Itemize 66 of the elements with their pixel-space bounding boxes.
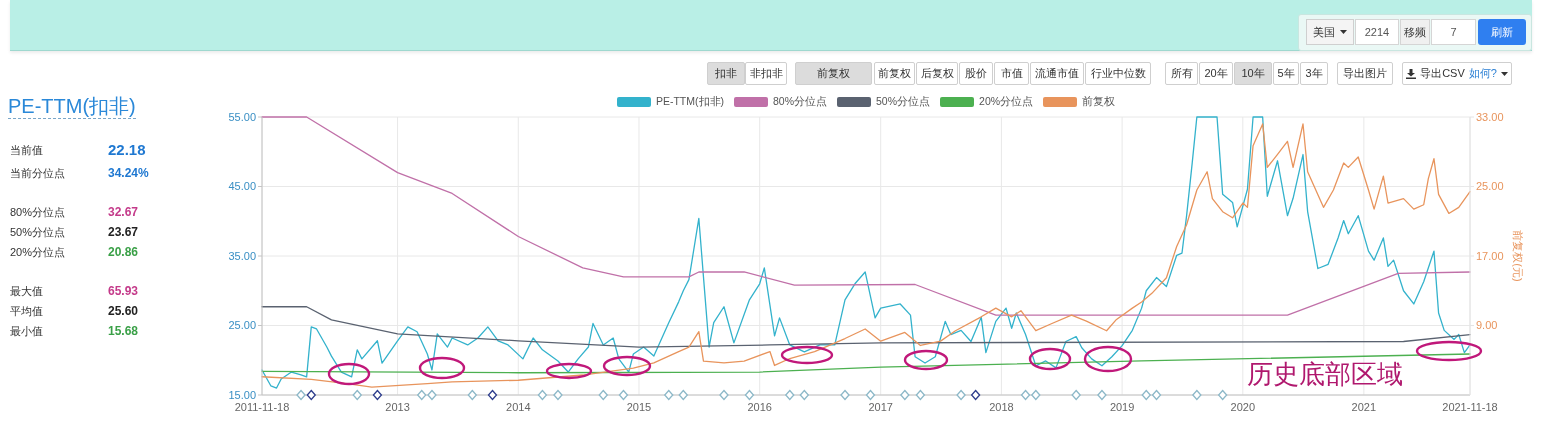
line-series [261, 306, 1471, 348]
button: 前复权 [795, 62, 872, 85]
text: 34.24% [108, 166, 149, 180]
x-tick-label: 2011-11-18 [234, 400, 290, 413]
y-tick-label: 55.00 [228, 110, 256, 123]
button: 行业中位数 [1085, 62, 1151, 85]
x-tick-label: 2021 [1351, 400, 1377, 413]
x-tick-label: 2016 [747, 400, 772, 413]
text: 23.67 [108, 225, 139, 239]
button: 刷新 [1478, 19, 1526, 45]
legend-label: 前复权 [1082, 94, 1116, 109]
field-label: 移频 [1400, 19, 1430, 45]
text: 25.60 [108, 304, 139, 318]
text: 22.18 [108, 141, 146, 158]
x-tick-label: 2017 [868, 400, 893, 413]
y2-tick-label: 33.00 [1476, 110, 1504, 123]
text-field: 7 [1431, 19, 1476, 45]
button: 导出CSV 如何? [1402, 62, 1512, 85]
y-tick-label: 35.00 [228, 249, 256, 262]
y-tick-label: 25.00 [228, 319, 256, 332]
text: 65.93 [108, 284, 139, 298]
y-tick-label: 45.00 [228, 180, 256, 193]
y2-tick-label: 17.00 [1476, 249, 1504, 262]
annotation: 历史底部区域 [1246, 359, 1403, 389]
button: 所有 [1165, 62, 1198, 85]
button: 20年 [1199, 62, 1233, 85]
text: 当前分位点 [10, 167, 65, 179]
text: 15.68 [108, 324, 139, 338]
legend-label: 50%分位点 [876, 94, 931, 109]
button: 后复权 [916, 62, 958, 85]
x-tick-label: 2013 [385, 400, 410, 413]
text: 20.86 [108, 245, 139, 259]
dropdown: 美国 [1306, 19, 1354, 45]
button: 股价 [959, 62, 993, 85]
y2-tick-label: 25.00 [1476, 180, 1504, 193]
button: 流通市值 [1030, 62, 1084, 85]
text: 最大值 [10, 285, 43, 297]
text: 32.67 [108, 205, 139, 219]
text: 50%分位点 [10, 226, 66, 238]
x-tick-label: 2019 [1109, 400, 1135, 413]
button: 前复权 [874, 62, 915, 85]
text: 20%分位点 [10, 246, 66, 258]
text: 当前值 [10, 144, 43, 156]
text: 80%分位点 [10, 206, 66, 218]
text-field: 2214 [1355, 19, 1399, 45]
button: 市值 [994, 62, 1029, 85]
y2-axis-title: 前复权(元) [1511, 230, 1524, 282]
button: 10年 [1234, 62, 1272, 85]
text: 平均值 [10, 305, 43, 317]
text: 最小值 [10, 325, 43, 337]
x-tick-label: 2015 [626, 400, 652, 413]
y-tick-label: 15.00 [228, 388, 256, 401]
text: PE-TTM(扣非) [8, 95, 136, 117]
y2-tick-label: 9.00 [1476, 319, 1498, 332]
x-tick-label: 2020 [1230, 400, 1256, 413]
button: 3年 [1300, 62, 1328, 85]
x-tick-label: 2018 [989, 400, 1014, 413]
legend-label: PE-TTM(扣非) [655, 94, 725, 109]
button: 扣非 [707, 62, 745, 85]
x-tick-label: 2014 [506, 400, 531, 413]
x-tick-label: 2021-11-18 [1442, 400, 1498, 413]
button: 导出图片 [1337, 62, 1393, 85]
button: 非扣非 [745, 62, 787, 85]
button: 5年 [1273, 62, 1299, 85]
legend-label: 20%分位点 [979, 94, 1034, 109]
legend-label: 80%分位点 [773, 94, 828, 109]
